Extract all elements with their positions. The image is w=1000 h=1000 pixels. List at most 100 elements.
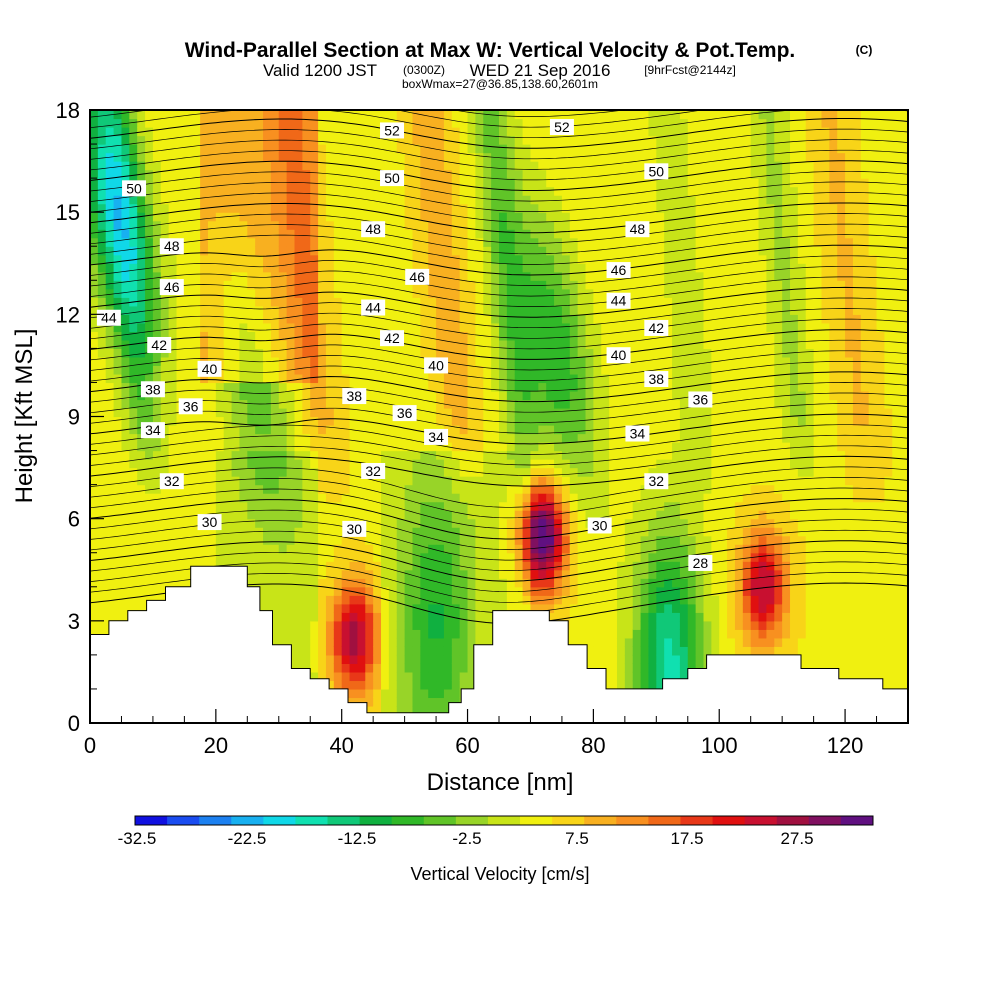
velocity-cell [137,399,146,409]
velocity-cell [286,169,296,179]
velocity-cell [381,407,390,418]
velocity-cell [593,322,602,332]
velocity-cell [381,663,390,673]
velocity-cell [286,518,296,528]
velocity-cell [451,578,461,588]
velocity-cell [381,637,390,647]
velocity-cell [569,288,579,298]
velocity-cell [475,365,484,375]
velocity-cell [443,544,453,554]
velocity-cell [428,484,437,494]
velocity-cell [278,586,288,596]
velocity-cell [192,552,201,562]
velocity-cell [215,110,225,120]
velocity-cell [451,322,461,332]
velocity-cell [270,382,280,392]
velocity-cell [522,527,532,537]
velocity-cell [616,246,626,256]
velocity-cell [569,186,579,196]
velocity-cell [255,339,264,349]
velocity-cell [176,144,185,154]
velocity-cell [137,603,146,613]
velocity-cell [601,552,610,562]
velocity-cell [168,578,178,588]
velocity-cell [546,535,555,545]
velocity-cell [239,339,248,349]
velocity-cell [176,178,185,188]
velocity-cell [443,476,453,486]
velocity-cell [278,561,288,571]
velocity-cell [349,544,359,554]
velocity-cell [483,127,492,137]
velocity-cell [522,595,532,605]
velocity-cell [404,229,414,239]
velocity-cell [451,442,461,452]
velocity-cell [263,127,272,137]
velocity-cell [373,663,382,673]
velocity-cell [239,118,248,128]
velocity-cell [412,493,421,503]
velocity-cell [325,425,335,435]
velocity-cell [593,110,602,120]
velocity-cell [546,493,555,503]
velocity-cell [506,356,516,367]
velocity-cell [121,314,130,324]
velocity-cell [255,161,264,171]
velocity-cell [239,442,248,452]
velocity-cell [467,271,477,281]
velocity-cell [577,390,587,401]
velocity-cell [388,527,398,537]
velocity-cell [152,169,162,179]
velocity-cell [530,229,539,239]
velocity-cell [451,697,461,707]
velocity-cell [569,373,579,384]
velocity-cell [475,390,484,401]
velocity-cell [499,390,508,401]
velocity-cell [609,382,618,392]
velocity-cell [436,186,445,196]
velocity-cell [263,161,272,171]
velocity-cell [506,527,516,537]
velocity-cell [365,535,374,545]
velocity-cell [270,561,280,571]
velocity-cell [475,314,484,324]
velocity-cell [325,305,335,315]
velocity-cell [499,484,508,494]
velocity-cell [467,569,477,579]
velocity-cell [105,476,115,486]
velocity-cell [546,407,555,418]
velocity-cell [270,501,280,511]
velocity-cell [215,237,225,247]
velocity-cell [207,135,217,145]
velocity-cell [105,135,115,145]
velocity-cell [168,135,178,145]
velocity-cell [585,467,594,477]
velocity-cell [349,493,359,503]
velocity-cell [585,510,594,520]
velocity-cell [255,229,264,239]
velocity-cell [577,442,587,452]
velocity-cell [624,161,634,171]
velocity-cell [483,322,492,332]
velocity-cell [585,390,594,401]
velocity-cell [585,118,594,128]
velocity-cell [231,348,241,358]
velocity-cell [325,561,335,571]
velocity-cell [365,127,374,137]
velocity-cell [90,399,99,409]
velocity-cell [294,595,303,605]
velocity-cell [554,569,563,579]
velocity-cell [270,118,280,128]
velocity-cell [325,280,335,290]
velocity-cell [428,697,437,707]
velocity-cell [373,535,382,545]
velocity-cell [105,535,115,545]
velocity-cell [105,220,115,230]
velocity-cell [609,161,618,171]
velocity-cell [184,135,193,145]
velocity-cell [483,433,492,443]
velocity-cell [263,331,272,341]
velocity-cell [129,203,138,213]
velocity-cell [207,246,217,256]
velocity-cell [451,459,461,469]
